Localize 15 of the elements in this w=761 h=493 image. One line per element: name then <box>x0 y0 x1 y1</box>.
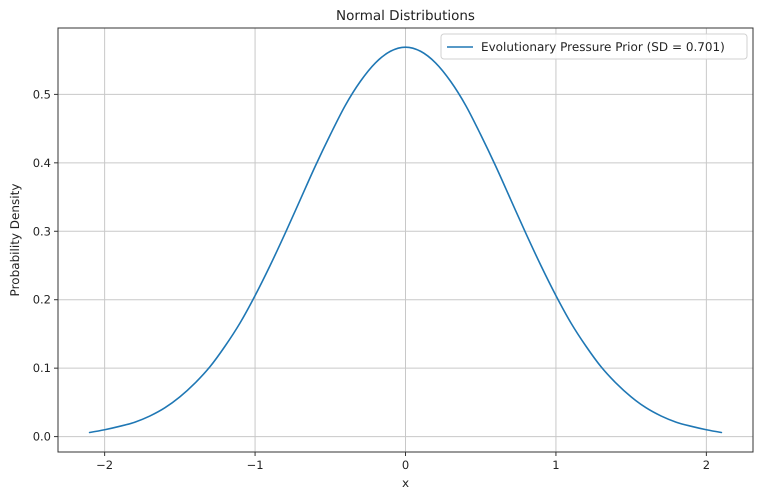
y-tick-label: 0.5 <box>32 87 51 102</box>
y-axis-title: Probability Density <box>8 184 22 296</box>
y-tick-label: 0.0 <box>32 430 51 444</box>
legend-label: Evolutionary Pressure Prior (SD = 0.701) <box>481 40 725 54</box>
y-tick-label: 0.4 <box>32 156 51 170</box>
x-axis-title: x <box>402 476 410 490</box>
x-tick-label: 2 <box>702 458 710 472</box>
y-tick-label: 0.2 <box>32 292 51 307</box>
y-tick-label: 0.1 <box>32 361 51 376</box>
x-tick-label: 1 <box>552 458 560 472</box>
x-tick-label: 0 <box>402 458 410 472</box>
y-tick-label: 0.3 <box>32 224 51 238</box>
x-tick-label: −1 <box>246 458 264 472</box>
chart-title: Normal Distributions <box>336 8 475 24</box>
x-tick-label: −2 <box>96 458 114 472</box>
